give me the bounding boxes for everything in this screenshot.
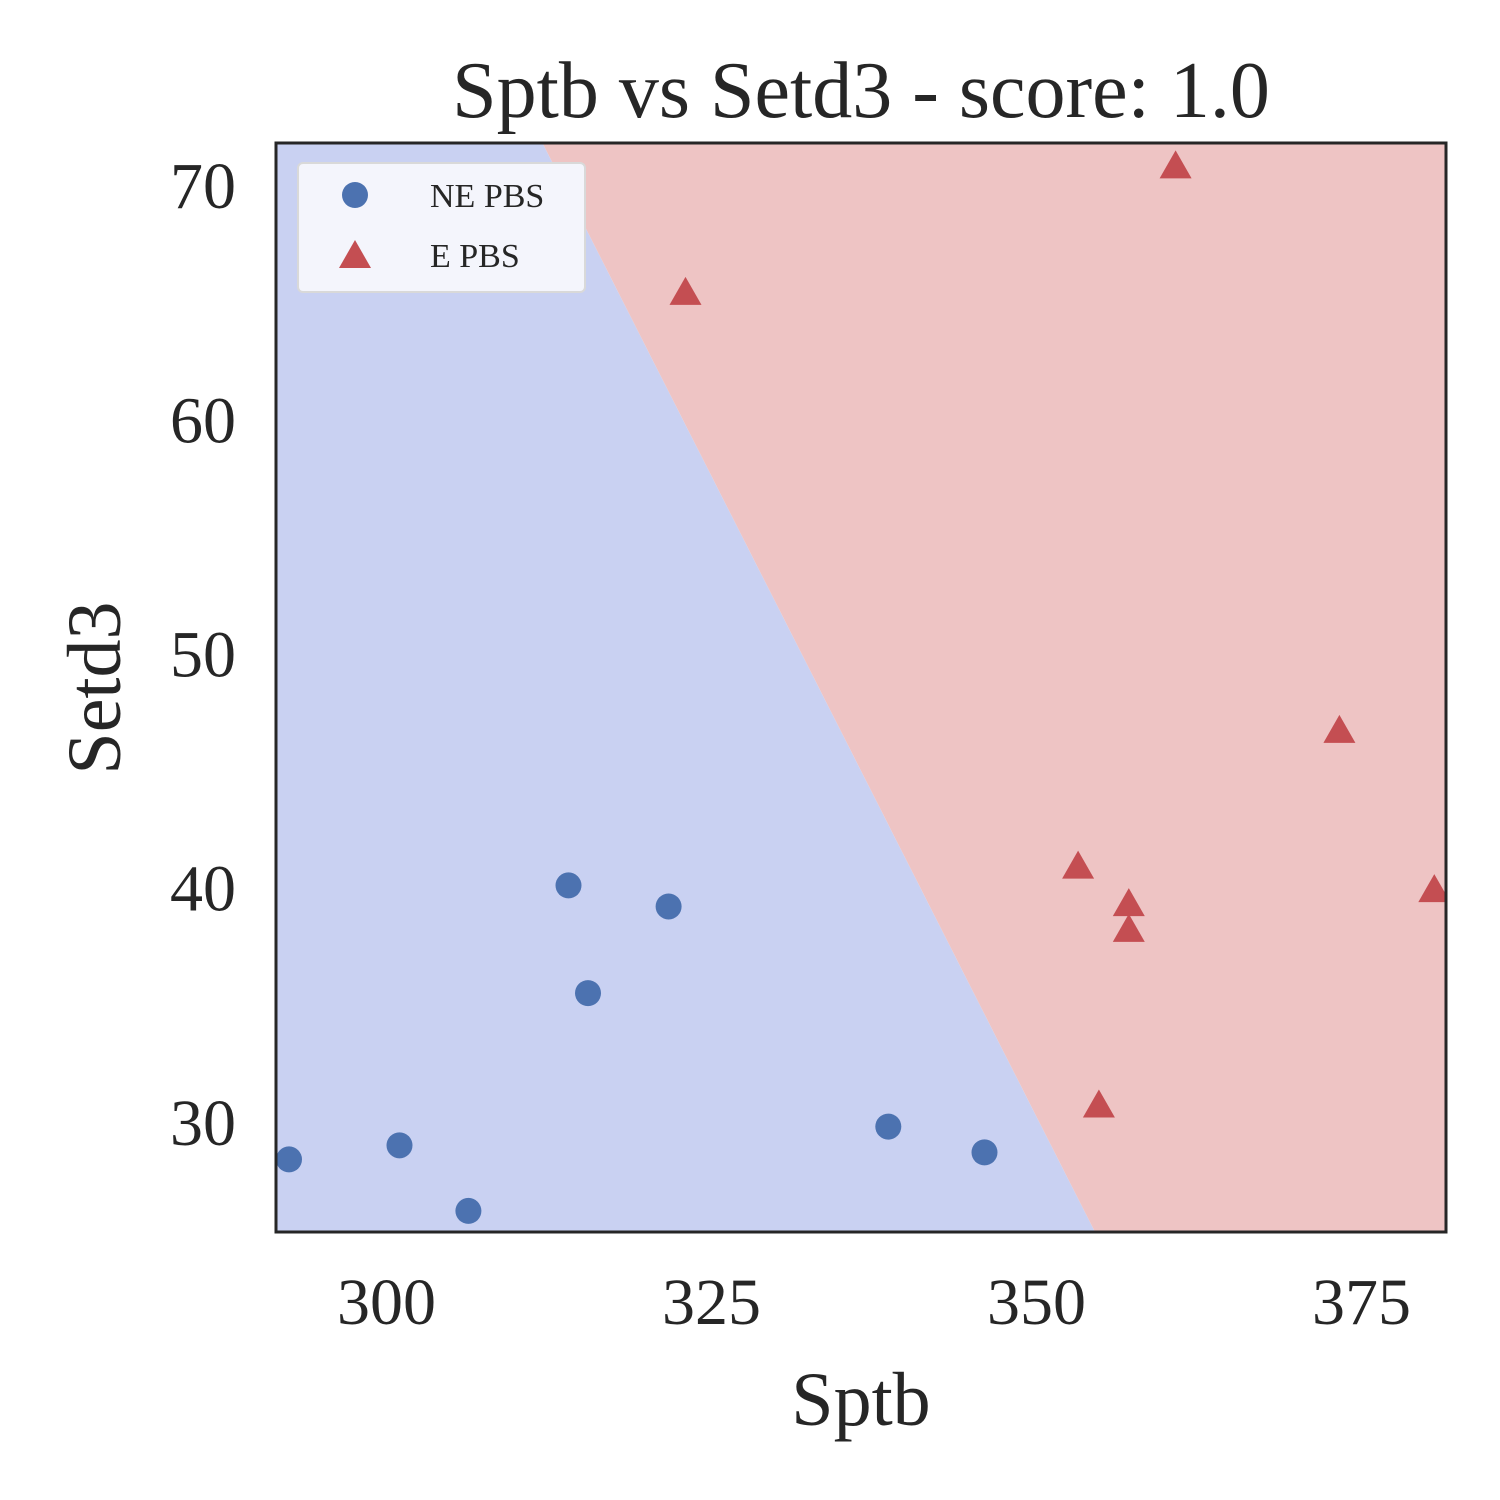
y-axis-label: Setd3 bbox=[53, 601, 137, 774]
legend: NE PBS E PBS bbox=[297, 162, 586, 293]
e-pbs-point bbox=[1112, 888, 1145, 917]
e-pbs-point bbox=[1418, 874, 1446, 903]
ne-pbs-point bbox=[971, 1139, 998, 1166]
chart-title: Sptb vs Setd3 - score: 1.0 bbox=[452, 47, 1270, 135]
region-ne-pbs bbox=[276, 143, 1095, 1232]
ne-pbs-point bbox=[655, 893, 682, 920]
legend-box bbox=[297, 162, 586, 293]
legend-label-e-pbs: E PBS bbox=[430, 238, 520, 275]
legend-label-ne-pbs: NE PBS bbox=[430, 178, 544, 215]
region-e-pbs bbox=[542, 143, 1446, 1232]
x-tick-label: 300 bbox=[337, 1266, 436, 1339]
e-pbs-point bbox=[1082, 1089, 1115, 1118]
legend-marker-ne-pbs bbox=[342, 182, 368, 208]
y-tick-label: 50 bbox=[170, 619, 236, 692]
legend-marker-e-pbs bbox=[339, 240, 371, 268]
ne-pbs-point bbox=[455, 1197, 482, 1224]
e-pbs-point bbox=[1112, 913, 1145, 942]
e-pbs-point bbox=[669, 276, 702, 305]
y-tick-label: 40 bbox=[170, 853, 236, 926]
x-axis-ticks: 300 325 350 375 bbox=[337, 1266, 1411, 1339]
ne-pbs-point bbox=[875, 1113, 902, 1140]
e-pbs-point bbox=[1323, 714, 1356, 743]
y-tick-label: 70 bbox=[170, 150, 236, 223]
e-pbs-point bbox=[1062, 850, 1095, 879]
y-tick-label: 60 bbox=[170, 384, 236, 457]
ne-pbs-point bbox=[555, 872, 582, 899]
x-tick-label: 375 bbox=[1312, 1266, 1411, 1339]
ne-pbs-point bbox=[386, 1132, 413, 1159]
plot-frame bbox=[274, 141, 1448, 1234]
x-axis-label: Sptb bbox=[791, 1358, 930, 1442]
e-pbs-point bbox=[1159, 150, 1192, 179]
data-points bbox=[276, 150, 1446, 1224]
ne-pbs-point bbox=[575, 980, 601, 1007]
ne-pbs-point bbox=[276, 1146, 302, 1173]
x-tick-label: 350 bbox=[987, 1266, 1086, 1339]
x-tick-label: 325 bbox=[662, 1266, 761, 1339]
y-axis-ticks: 30 40 50 60 70 bbox=[170, 150, 236, 1160]
y-tick-label: 30 bbox=[170, 1087, 236, 1160]
